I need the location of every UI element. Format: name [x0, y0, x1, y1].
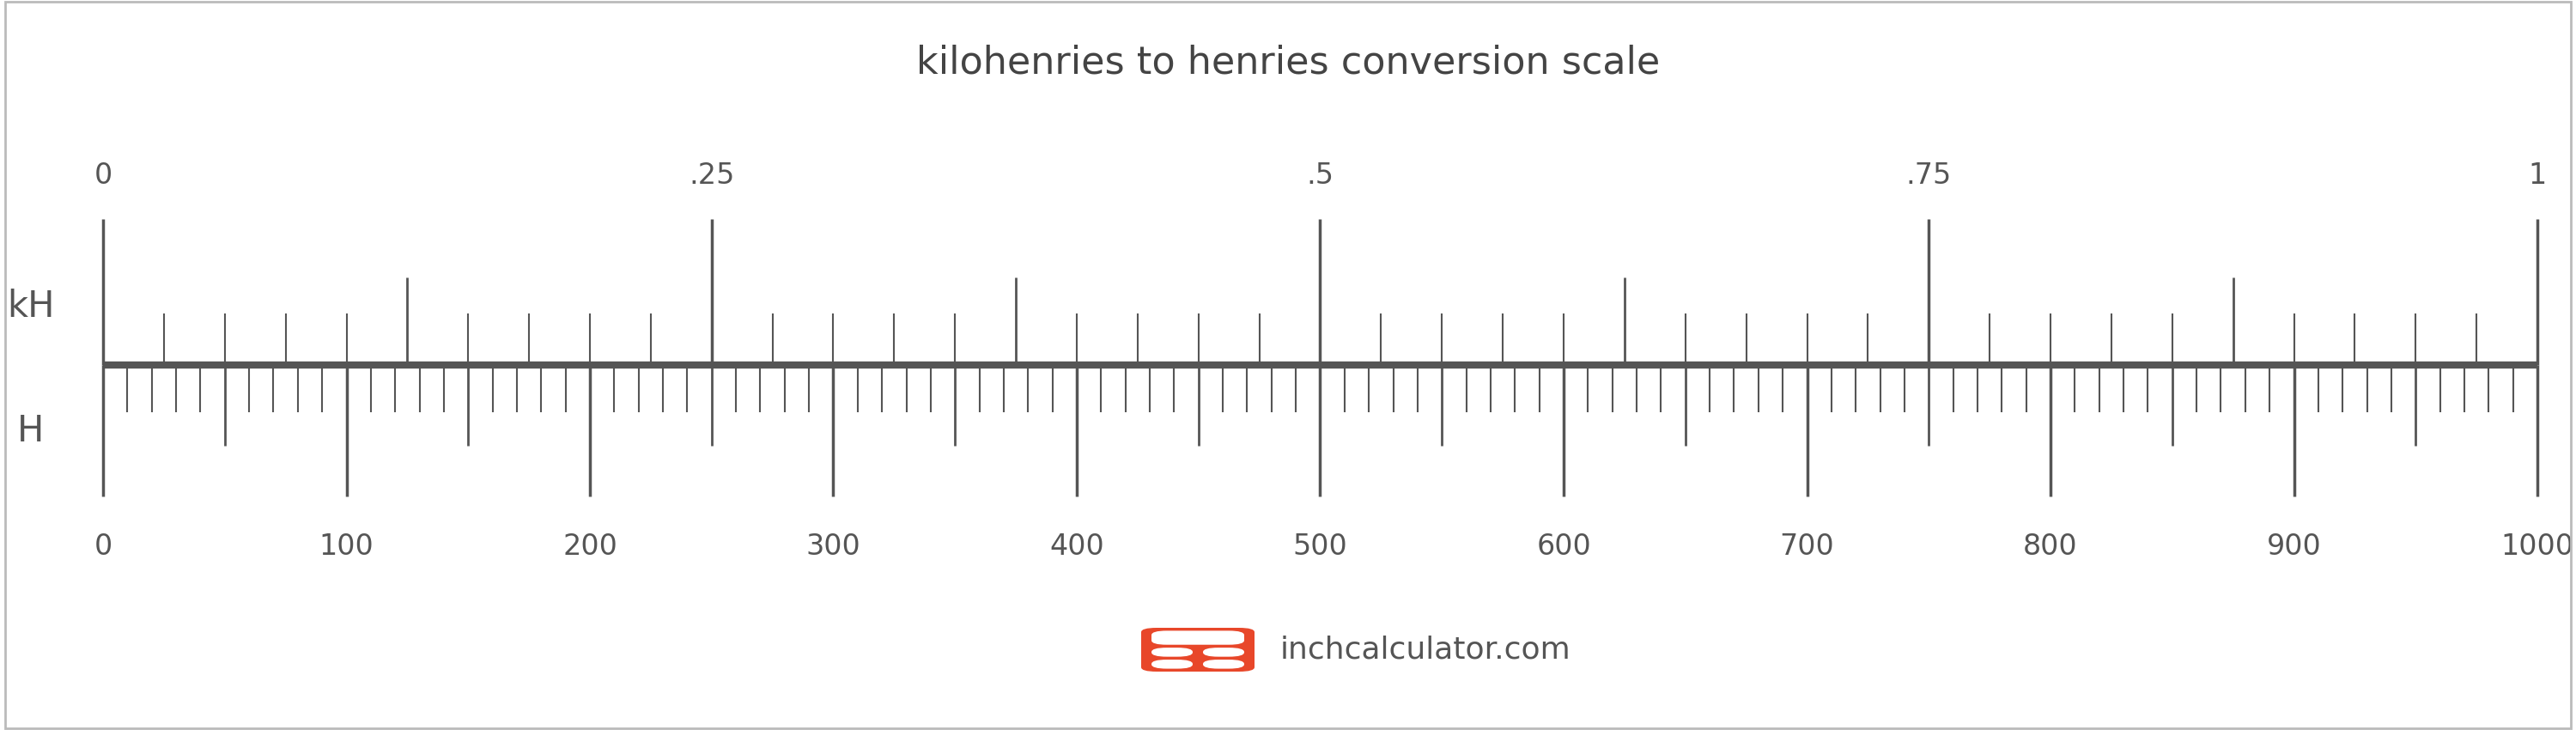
- FancyBboxPatch shape: [1141, 628, 1255, 672]
- Text: .75: .75: [1906, 161, 1953, 190]
- Text: 900: 900: [2267, 533, 2321, 561]
- FancyBboxPatch shape: [1151, 648, 1193, 657]
- Text: 700: 700: [1780, 533, 1834, 561]
- Text: 1: 1: [2527, 161, 2548, 190]
- Text: 400: 400: [1048, 533, 1105, 561]
- Text: 100: 100: [319, 533, 374, 561]
- FancyBboxPatch shape: [1151, 660, 1193, 669]
- Text: H: H: [18, 412, 44, 449]
- Text: 200: 200: [562, 533, 618, 561]
- Text: 600: 600: [1535, 533, 1592, 561]
- Text: 300: 300: [806, 533, 860, 561]
- Text: inchcalculator.com: inchcalculator.com: [1280, 635, 1571, 664]
- Text: .25: .25: [688, 161, 734, 190]
- Text: 0: 0: [93, 161, 113, 190]
- Text: kH: kH: [8, 288, 54, 325]
- Text: kilohenries to henries conversion scale: kilohenries to henries conversion scale: [917, 44, 1659, 81]
- Text: 500: 500: [1293, 533, 1347, 561]
- Text: 800: 800: [2022, 533, 2079, 561]
- FancyBboxPatch shape: [1203, 660, 1244, 669]
- Text: 0: 0: [93, 533, 113, 561]
- FancyBboxPatch shape: [1151, 631, 1244, 645]
- Text: .5: .5: [1306, 161, 1334, 190]
- Text: 1000: 1000: [2501, 533, 2573, 561]
- FancyBboxPatch shape: [1203, 648, 1244, 657]
